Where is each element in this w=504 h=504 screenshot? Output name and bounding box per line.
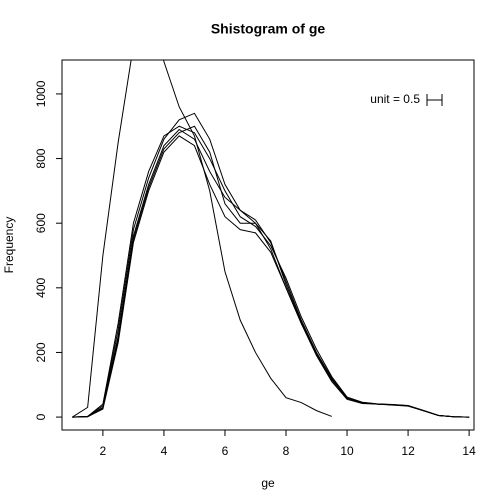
x-axis-label: ge <box>261 476 275 490</box>
curve <box>72 125 470 418</box>
curves <box>72 60 470 418</box>
y-tick-label: 1000 <box>34 80 48 107</box>
y-tick-label: 600 <box>34 213 48 233</box>
x-tick-label: 6 <box>222 444 229 458</box>
x-tick-label: 14 <box>462 444 476 458</box>
x-tick-label: 10 <box>340 444 354 458</box>
y-axis-label: Frequency <box>2 217 16 274</box>
curve <box>72 128 470 418</box>
curve <box>72 125 470 418</box>
plot-box <box>61 59 475 431</box>
x-tick-label: 4 <box>161 444 168 458</box>
y-tick-label: 200 <box>34 342 48 362</box>
y-tick-label: 800 <box>34 148 48 168</box>
x-tick-label: 8 <box>283 444 290 458</box>
x-tick-label: 2 <box>100 444 107 458</box>
curve <box>72 60 332 418</box>
unit-bar <box>426 94 443 106</box>
y-tick-label: 0 <box>34 413 48 420</box>
curve <box>72 112 470 418</box>
annotation: unit = 0.5 <box>370 92 420 106</box>
x-tick-label: 12 <box>401 444 415 458</box>
y-tick-label: 400 <box>34 277 48 297</box>
chart-title: Shistogram of ge <box>211 21 326 37</box>
curve <box>72 135 470 418</box>
